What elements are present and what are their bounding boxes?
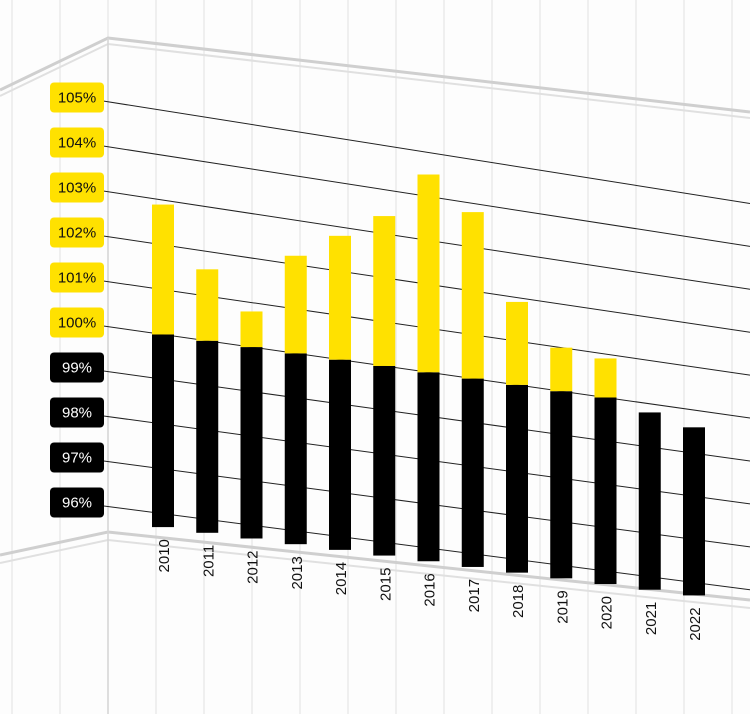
bar-segment-below-100 [240,347,263,539]
bar-segment-below-100 [683,427,705,596]
bar-segment-above-100 [240,311,263,348]
y-tick-label: 101% [50,262,104,293]
y-tick-text: 97% [62,450,92,467]
y-tick-label: 104% [50,127,104,158]
x-tick-label: 2015 [377,568,394,601]
bar-segment-above-100 [329,235,351,360]
y-tick-box [50,307,104,338]
y-tick-box [50,352,104,383]
y-tick-text: 98% [62,405,92,422]
x-tick-label: 2013 [289,556,306,589]
x-tick-label: 2014 [333,562,350,595]
bar-segment-below-100 [373,365,396,556]
bar-segment-below-100 [594,397,617,585]
y-tick-label: 105% [50,82,104,113]
x-axis-ticks: 2010 2011 2012 2013 2014 2015 2016 2017 2018 2019… [156,539,704,641]
y-tick-text: 104% [58,135,96,152]
bar-segment-above-100 [461,212,484,379]
y-tick-text: 105% [58,90,96,107]
y-tick-box [50,82,104,113]
bars-group [152,174,705,596]
y-tick-label: 96% [50,487,104,518]
y-tick-box [50,127,104,158]
bar-segment-above-100 [506,301,528,385]
y-tick-box [50,487,104,518]
bar-segment-above-100 [284,255,307,354]
y-axis-ticks: 96% 97% 98% 99% 100% 101% 102% 103% 104% 105% [50,82,104,518]
y-tick-label: 100% [50,307,104,338]
y-tick-text: 100% [58,315,96,332]
y-tick-box [50,262,104,293]
x-tick-label: 2017 [466,579,483,612]
gridline [99,100,750,204]
x-tick-label: 2010 [156,539,173,572]
x-tick-label: 2018 [510,585,527,618]
y-tick-text: 102% [58,225,96,242]
y-tick-box [50,217,104,248]
y-tick-text: 101% [58,270,96,287]
x-tick-label: 2019 [554,590,571,623]
x-tick-label: 2012 [245,550,262,583]
bar-segment-above-100 [417,174,440,373]
y-tick-box [50,397,104,428]
x-tick-label: 2011 [200,545,217,577]
bar-segment-below-100 [152,334,174,528]
bar-segment-above-100 [152,204,174,335]
y-tick-box [50,172,104,203]
y-tick-label: 97% [50,442,104,473]
x-tick-label: 2020 [599,596,616,629]
bar-segment-below-100 [506,384,528,573]
bar-segment-below-100 [550,391,573,579]
x-tick-label: 2016 [422,573,439,606]
bar-segment-above-100 [373,216,396,366]
y-tick-text: 99% [62,360,92,377]
bar-segment-above-100 [196,269,219,341]
bar-segment-below-100 [461,378,484,567]
bar-segment-below-100 [196,340,219,533]
bar-segment-below-100 [329,359,351,550]
x-tick-label: 2021 [643,602,660,635]
y-tick-text: 96% [62,495,92,512]
y-tick-label: 99% [50,352,104,383]
y-tick-label: 102% [50,217,104,248]
y-tick-label: 98% [50,397,104,428]
y-tick-text: 103% [58,180,96,197]
bar-segment-below-100 [284,353,307,545]
bar-segment-above-100 [550,347,573,392]
bar-segment-below-100 [417,372,440,562]
y-tick-box [50,442,104,473]
bar-segment-above-100 [594,358,617,398]
bar-segment-below-100 [638,412,661,590]
x-tick-label: 2022 [687,607,704,640]
y-tick-label: 103% [50,172,104,203]
